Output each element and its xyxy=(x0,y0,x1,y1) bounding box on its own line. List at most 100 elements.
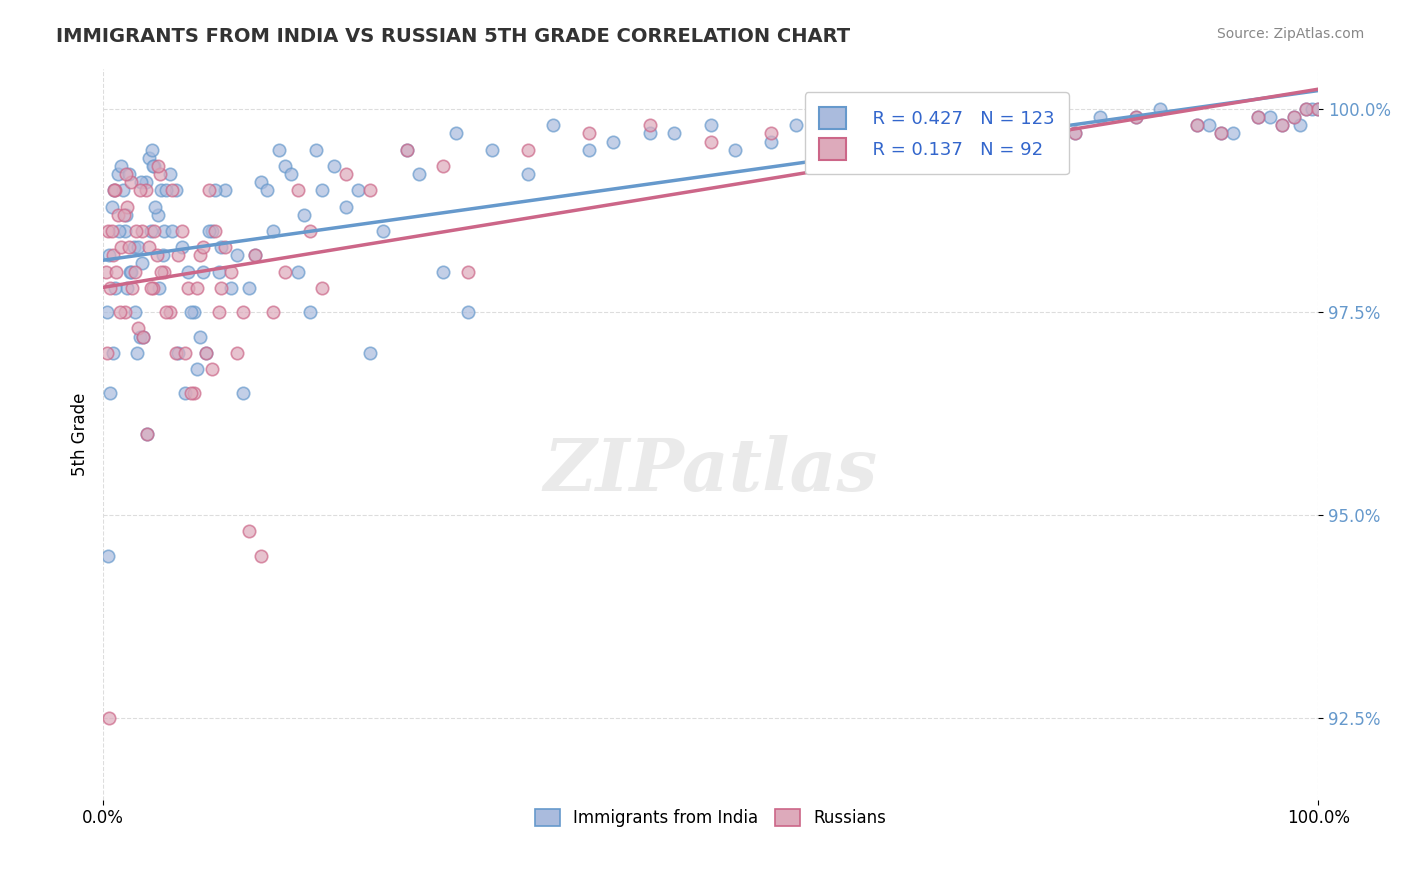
Point xyxy=(287,264,309,278)
Point xyxy=(1004,119,1026,133)
Point xyxy=(1308,102,1330,116)
Point xyxy=(139,224,162,238)
Point xyxy=(1004,119,1026,133)
Point xyxy=(219,264,242,278)
Point xyxy=(135,427,157,442)
Point xyxy=(256,183,278,197)
Point xyxy=(638,119,661,133)
Point xyxy=(103,183,125,197)
Point xyxy=(761,127,783,141)
Point xyxy=(1295,102,1317,116)
Point xyxy=(1088,110,1111,124)
Point xyxy=(142,159,165,173)
Point xyxy=(243,248,266,262)
Point xyxy=(395,143,418,157)
Point xyxy=(149,167,172,181)
Point xyxy=(114,305,136,319)
Point xyxy=(97,549,120,563)
Point xyxy=(180,305,202,319)
Point xyxy=(108,305,131,319)
Point xyxy=(882,135,904,149)
Legend: Immigrants from India, Russians: Immigrants from India, Russians xyxy=(527,800,894,835)
Point xyxy=(100,281,122,295)
Point xyxy=(191,264,214,278)
Point xyxy=(122,240,145,254)
Point xyxy=(262,224,284,238)
Point xyxy=(131,224,153,238)
Point xyxy=(141,143,163,157)
Point xyxy=(287,183,309,197)
Point xyxy=(1028,127,1050,141)
Point xyxy=(145,248,167,262)
Point xyxy=(135,427,157,442)
Point xyxy=(127,321,149,335)
Point xyxy=(129,175,152,189)
Point xyxy=(664,127,686,141)
Point xyxy=(159,305,181,319)
Point xyxy=(347,183,370,197)
Point xyxy=(177,281,200,295)
Point xyxy=(191,240,214,254)
Point xyxy=(115,208,138,222)
Point xyxy=(108,224,131,238)
Point xyxy=(274,264,297,278)
Point xyxy=(143,159,166,173)
Point xyxy=(311,281,333,295)
Point xyxy=(114,224,136,238)
Point xyxy=(225,346,247,360)
Point xyxy=(408,167,430,181)
Point xyxy=(97,224,120,238)
Point xyxy=(1209,127,1232,141)
Point xyxy=(541,119,564,133)
Point xyxy=(100,386,122,401)
Point xyxy=(195,346,218,360)
Point xyxy=(148,281,170,295)
Point xyxy=(371,224,394,238)
Point xyxy=(107,208,129,222)
Point xyxy=(188,248,211,262)
Point xyxy=(146,159,169,173)
Point xyxy=(214,240,236,254)
Point xyxy=(785,119,807,133)
Point xyxy=(173,386,195,401)
Point xyxy=(699,135,721,149)
Point xyxy=(150,183,173,197)
Point xyxy=(142,281,165,295)
Point xyxy=(103,183,125,197)
Point xyxy=(1222,127,1244,141)
Point xyxy=(132,329,155,343)
Point xyxy=(359,183,381,197)
Point xyxy=(432,264,454,278)
Point xyxy=(578,143,600,157)
Point xyxy=(172,240,194,254)
Point xyxy=(183,305,205,319)
Point xyxy=(121,281,143,295)
Point xyxy=(128,183,150,197)
Point xyxy=(638,127,661,141)
Point xyxy=(135,175,157,189)
Point xyxy=(127,346,149,360)
Point xyxy=(127,240,149,254)
Point xyxy=(243,248,266,262)
Point xyxy=(101,248,124,262)
Point xyxy=(183,386,205,401)
Point xyxy=(96,305,118,319)
Point xyxy=(110,240,132,254)
Point xyxy=(1271,119,1294,133)
Point xyxy=(517,167,540,181)
Point xyxy=(311,183,333,197)
Point xyxy=(942,127,965,141)
Point xyxy=(225,248,247,262)
Point xyxy=(250,175,273,189)
Point xyxy=(124,264,146,278)
Point xyxy=(117,167,139,181)
Point xyxy=(186,362,208,376)
Point xyxy=(323,159,346,173)
Point xyxy=(761,135,783,149)
Point xyxy=(602,135,624,149)
Point xyxy=(219,281,242,295)
Point xyxy=(153,264,176,278)
Point xyxy=(1149,102,1171,116)
Point xyxy=(214,183,236,197)
Point xyxy=(186,281,208,295)
